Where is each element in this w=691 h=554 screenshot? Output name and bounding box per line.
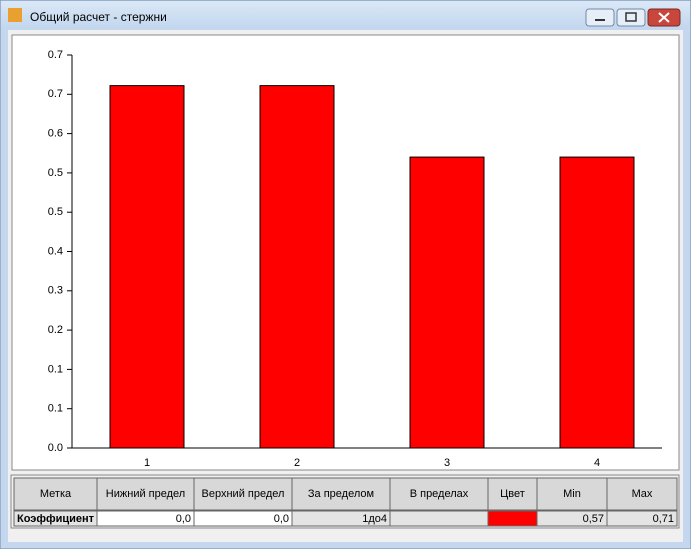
y-tick-label: 0.5 — [48, 167, 63, 179]
y-tick-label: 0.1 — [48, 403, 63, 415]
y-tick-label: 0.0 — [48, 442, 63, 454]
header-cell — [487, 477, 538, 511]
cell-text: 0,71 — [653, 513, 674, 525]
table-cell — [389, 510, 489, 527]
window-title: Общий расчет - стержни — [30, 10, 167, 24]
bar — [559, 156, 635, 449]
x-tick-label: 3 — [444, 457, 450, 469]
y-tick-label: 0.5 — [48, 206, 63, 218]
y-tick-label: 0.3 — [48, 285, 63, 297]
header-text: В пределах — [410, 488, 469, 500]
y-tick-label: 0.7 — [48, 49, 63, 61]
header-cell — [389, 477, 489, 511]
y-tick-label: 0.1 — [48, 363, 63, 375]
row-label: Коэффициент — [17, 513, 95, 525]
bar — [109, 85, 185, 449]
bar — [409, 156, 485, 449]
title-bar — [1, 1, 690, 29]
header-cell — [13, 477, 98, 511]
header-cell — [536, 477, 608, 511]
x-tick-label: 1 — [144, 457, 150, 469]
x-tick-label: 4 — [594, 457, 600, 469]
y-tick-label: 0.6 — [48, 128, 63, 140]
header-text: Нижний предел — [106, 488, 185, 500]
header-text: За пределом — [308, 488, 374, 500]
maximize-button[interactable] — [616, 8, 646, 27]
x-tick-label: 2 — [294, 457, 300, 469]
cell-text: 0,0 — [176, 513, 191, 525]
bar — [259, 85, 335, 449]
header-text: Цвет — [500, 488, 525, 500]
minimize-button[interactable] — [585, 8, 615, 27]
y-tick-label: 0.2 — [48, 324, 63, 336]
header-cell — [606, 477, 678, 511]
cell-text: 0,0 — [274, 513, 289, 525]
header-text: Верхний предел — [202, 488, 285, 500]
cell-text: 1до4 — [362, 513, 387, 525]
header-cell — [291, 477, 391, 511]
cell-text: 0,57 — [583, 513, 604, 525]
app-icon — [8, 8, 22, 22]
header-text: Max — [632, 488, 653, 500]
header-text: Min — [563, 488, 581, 500]
header-text: Метка — [40, 488, 72, 500]
header-cell — [96, 477, 195, 511]
header-cell — [193, 477, 293, 511]
color-cell — [487, 510, 538, 527]
y-tick-label: 0.7 — [48, 88, 63, 100]
y-tick-label: 0.4 — [48, 245, 63, 257]
table-cell — [606, 510, 678, 527]
